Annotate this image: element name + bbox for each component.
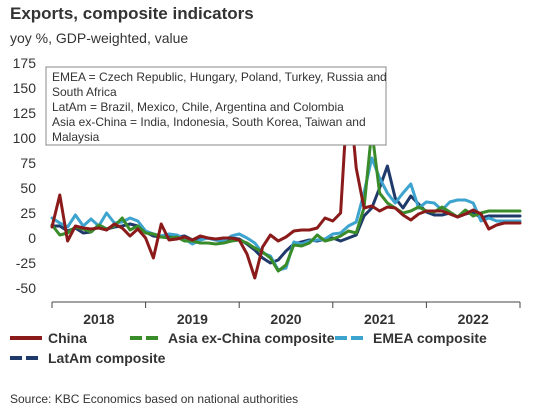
chart-subtitle: yoy %, GDP-weighted, value [10, 30, 189, 46]
y-tick-label: 100 [13, 130, 37, 146]
y-tick-label: -25 [16, 255, 36, 271]
legend-label: China [48, 330, 87, 346]
series-line-latam-composite [50, 164, 522, 265]
y-tick-label: 0 [28, 230, 36, 246]
x-tick-label: 2019 [177, 311, 208, 327]
legend-label: LatAm composite [48, 350, 166, 366]
annotation-line: South Africa [52, 85, 117, 99]
source-note: Source: KBC Economics based on national … [10, 392, 299, 406]
chart-title: Exports, composite indicators [10, 4, 254, 23]
y-axis: -50 -25 0 25 50 75 100 125 150 175 [13, 55, 37, 296]
legend-item: China [10, 330, 87, 346]
legend: China Asia ex-China composite EMEA composi… [10, 330, 487, 366]
annotation-frame [45, 66, 387, 146]
series-line-china [50, 81, 522, 280]
x-axis: 2018 2019 2020 2021 2022 [51, 301, 521, 327]
y-tick-label: 25 [20, 205, 36, 221]
x-tick-label: 2021 [364, 311, 395, 327]
y-tick-label: 150 [13, 80, 37, 96]
legend-item: EMEA composite [335, 330, 487, 346]
series-layer [50, 81, 522, 280]
legend-label: Asia ex-China composite [168, 330, 335, 346]
series-line-asia-ex-china-composite [50, 128, 522, 273]
legend-label: EMEA composite [373, 330, 487, 346]
y-tick-label: 50 [20, 180, 36, 196]
x-tick-label: 2018 [83, 311, 114, 327]
y-tick-label: 75 [20, 155, 36, 171]
y-tick-label: 125 [13, 105, 37, 121]
y-tick-label: -50 [16, 280, 36, 296]
x-tick-label: 2022 [458, 311, 489, 327]
annotation-box: EMEA = Czech Republic, Hungary, Poland, … [45, 66, 387, 146]
annotation-line: EMEA = Czech Republic, Hungary, Poland, … [52, 70, 387, 84]
y-tick-label: 175 [13, 55, 37, 71]
legend-item: Asia ex-China composite [130, 330, 335, 346]
annotation-line: Malaysia [52, 130, 100, 144]
legend-item: LatAm composite [10, 350, 166, 366]
annotation-line: Asia ex-China = India, Indonesia, South … [52, 115, 366, 129]
x-tick-label: 2020 [270, 311, 301, 327]
annotation-line: LatAm = Brazil, Mexico, Chile, Argentina… [52, 100, 344, 114]
